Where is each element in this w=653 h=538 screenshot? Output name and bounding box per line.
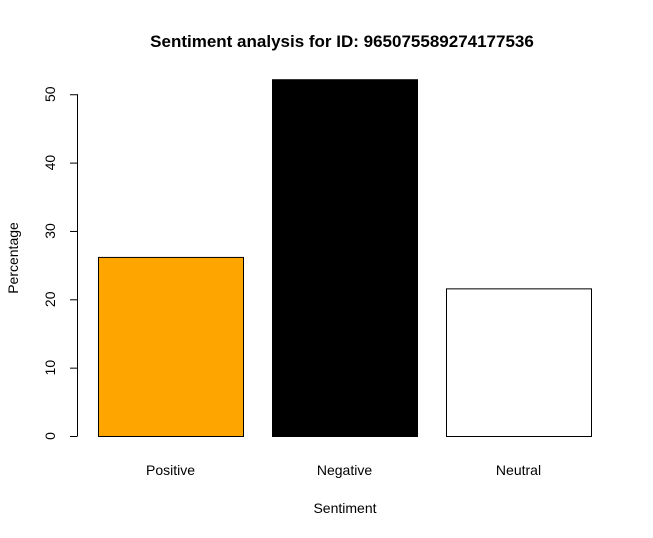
y-axis-label: Percentage — [5, 222, 21, 294]
y-ticks: 0 10 20 30 40 50 — [42, 86, 78, 440]
y-tick-label-20: 20 — [42, 291, 58, 307]
category-label-negative: Negative — [317, 462, 372, 478]
bars-group — [98, 79, 592, 438]
y-tick-label-30: 30 — [42, 223, 58, 239]
y-tick-label-0: 0 — [42, 432, 58, 440]
x-axis-label: Sentiment — [313, 500, 376, 516]
y-tick-label-10: 10 — [42, 360, 58, 376]
y-tick-label-40: 40 — [42, 155, 58, 171]
y-tick-label-50: 50 — [42, 86, 58, 102]
category-label-neutral: Neutral — [496, 462, 541, 478]
bar-negative — [272, 79, 418, 437]
category-label-positive: Positive — [146, 462, 195, 478]
chart-title: Sentiment analysis for ID: 9650755892741… — [150, 32, 534, 51]
bar-neutral — [446, 288, 592, 438]
x-category-labels: Positive Negative Neutral — [146, 462, 541, 478]
bar-positive — [98, 256, 244, 437]
